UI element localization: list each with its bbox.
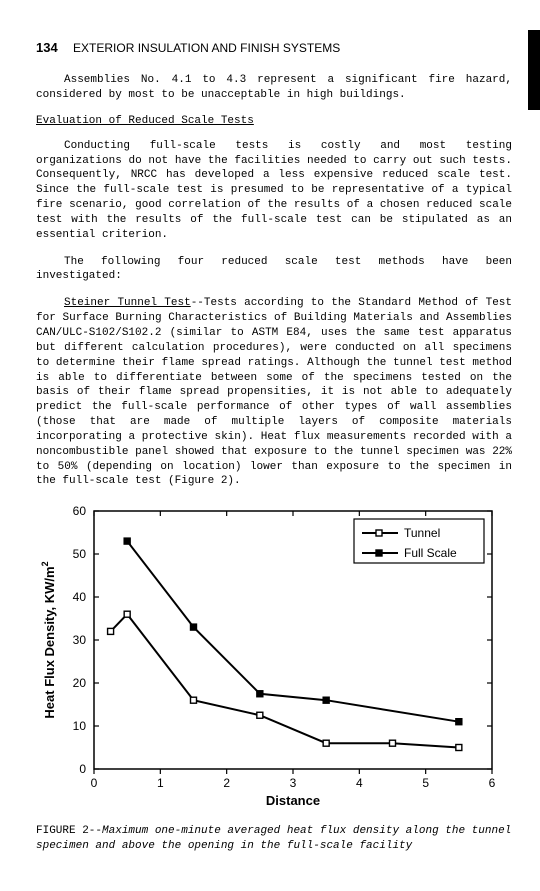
svg-text:Heat Flux Density, KW/m2: Heat Flux Density, KW/m2 <box>40 562 57 719</box>
figure-2-chart: 01234560102030405060DistanceHeat Flux De… <box>36 501 512 816</box>
svg-text:6: 6 <box>489 776 496 790</box>
paragraph-2: Conducting full-scale tests is costly an… <box>36 139 512 243</box>
svg-text:5: 5 <box>422 776 429 790</box>
svg-text:2: 2 <box>223 776 230 790</box>
caption-body: Maximum one-minute averaged heat flux de… <box>36 825 511 851</box>
paragraph-4: Steiner Tunnel Test--Tests according to … <box>36 296 512 489</box>
caption-lead: FIGURE 2-- <box>36 825 102 837</box>
figure-2-caption: FIGURE 2--Maximum one-minute averaged he… <box>36 824 512 853</box>
svg-text:20: 20 <box>73 676 87 690</box>
svg-text:Full Scale: Full Scale <box>404 546 457 560</box>
paragraph-3: The following four reduced scale test me… <box>36 255 512 285</box>
page: 134 EXTERIOR INSULATION AND FINISH SYSTE… <box>0 0 540 863</box>
svg-text:40: 40 <box>73 590 87 604</box>
svg-text:30: 30 <box>73 633 87 647</box>
svg-text:0: 0 <box>79 762 86 776</box>
run-in-heading: Steiner Tunnel Test <box>64 297 191 309</box>
paragraph-1: Assemblies No. 4.1 to 4.3 represent a si… <box>36 73 512 103</box>
running-title: EXTERIOR INSULATION AND FINISH SYSTEMS <box>73 41 340 55</box>
svg-text:Distance: Distance <box>266 793 320 808</box>
chart-svg: 01234560102030405060DistanceHeat Flux De… <box>36 501 506 811</box>
section-heading: Evaluation of Reduced Scale Tests <box>36 115 512 127</box>
svg-text:1: 1 <box>157 776 164 790</box>
paragraph-4-body: --Tests according to the Standard Method… <box>36 297 512 487</box>
svg-text:0: 0 <box>91 776 98 790</box>
svg-text:4: 4 <box>356 776 363 790</box>
svg-text:3: 3 <box>290 776 297 790</box>
svg-text:10: 10 <box>73 719 87 733</box>
page-number: 134 <box>36 40 58 55</box>
scan-edge-artifact <box>528 30 540 110</box>
svg-text:50: 50 <box>73 547 87 561</box>
running-header: 134 EXTERIOR INSULATION AND FINISH SYSTE… <box>36 40 512 55</box>
svg-text:Tunnel: Tunnel <box>404 526 440 540</box>
svg-text:60: 60 <box>73 504 87 518</box>
